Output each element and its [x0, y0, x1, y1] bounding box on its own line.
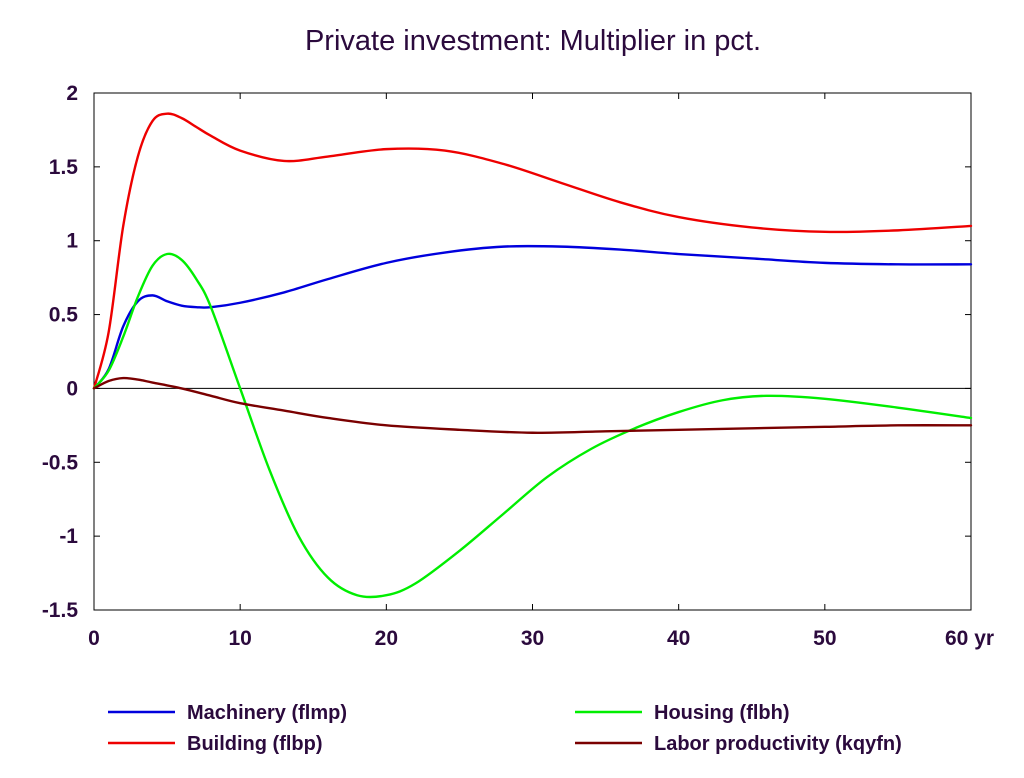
- x-tick-label: 0: [88, 627, 100, 650]
- plot-frame: [93, 92, 972, 611]
- y-tick-label: 2: [66, 82, 78, 105]
- series-layer: [92, 112, 973, 599]
- x-tick-label: 60 yr: [945, 627, 994, 650]
- x-tick-label: 30: [521, 627, 544, 650]
- x-tick-label: 50: [813, 627, 836, 650]
- axes: 2 1.5 1 0.5 0 -0.5 -1 -1.5 0 10 20 30 40 50 60 yr: [42, 82, 994, 650]
- x-tick-label: 10: [228, 627, 251, 650]
- y-tick-label: 1: [66, 230, 78, 253]
- y-tick-label: -1.5: [42, 599, 79, 622]
- y-tick-label: -1: [59, 525, 78, 548]
- x-tick-label: 40: [667, 627, 690, 650]
- series-line-4: [92, 376, 973, 434]
- series-line-2: [92, 112, 973, 390]
- y-tick-label: 0.5: [49, 304, 79, 327]
- chart-title: Private investment: Multiplier in pct.: [305, 25, 761, 57]
- series-line-1: [92, 244, 973, 390]
- legend: Machinery (flmp) Building (flbp) Housing (…: [108, 702, 902, 755]
- legend-label-3: Housing (flbh): [654, 702, 790, 724]
- legend-label-4: Labor productivity (kqyfn): [654, 733, 902, 755]
- y-tick-label: 1.5: [49, 156, 79, 179]
- y-tick-label: 0: [66, 377, 78, 400]
- legend-label-1: Machinery (flmp): [187, 702, 347, 724]
- y-tick-label: -0.5: [42, 451, 79, 474]
- legend-label-2: Building (flbp): [187, 733, 323, 755]
- series-line-3: [92, 252, 973, 599]
- x-tick-label: 20: [375, 627, 398, 650]
